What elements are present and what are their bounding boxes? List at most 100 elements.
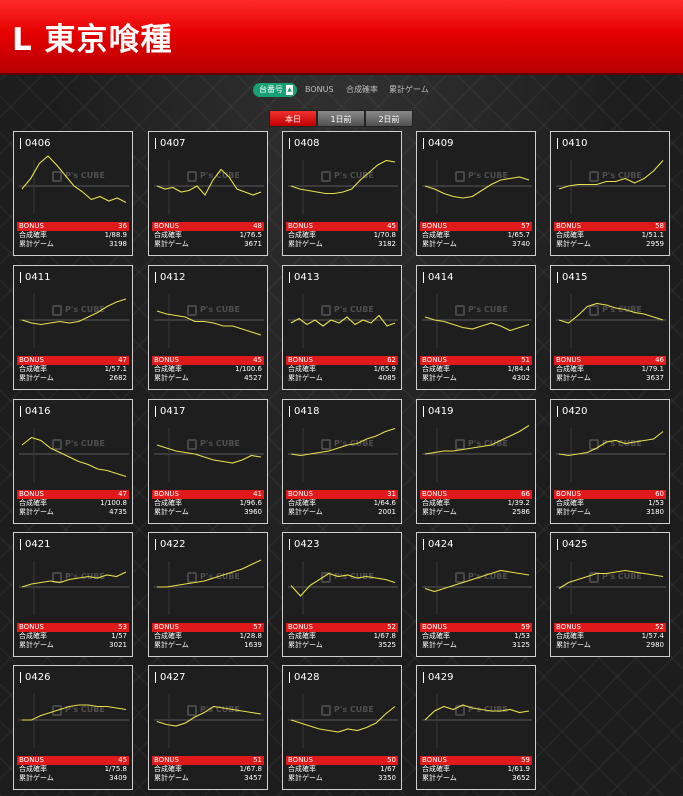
machine-card[interactable]: 0416 P's CUBE BONUS 47 合成確率 1/100.8 累計ゲーム 4735 bbox=[13, 399, 133, 524]
machine-number: 0428 bbox=[289, 672, 319, 683]
machine-card[interactable]: 0422 P's CUBE BONUS 57 合成確率 1/28.8 累計ゲーム 1639 bbox=[148, 532, 268, 657]
watermark-text: P's CUBE bbox=[65, 171, 105, 180]
day-tabs: 本日 1日前 2日前 bbox=[269, 110, 413, 127]
probability-value: 1/64.6 bbox=[373, 499, 396, 507]
sort-direction-icon: ▲ bbox=[286, 85, 293, 95]
games-row: 累計ゲーム 3182 bbox=[286, 240, 398, 249]
machine-card[interactable]: 0415 P's CUBE BONUS 46 合成確率 1/79.1 累計ゲーム 3637 bbox=[550, 265, 670, 390]
bonus-count: 47 bbox=[118, 490, 127, 498]
probability-row: 合成確率 1/75.8 bbox=[17, 765, 129, 774]
machine-card[interactable]: 0427 P's CUBE BONUS 51 合成確率 1/67.8 累計ゲーム 3457 bbox=[148, 665, 268, 790]
bonus-row: BONUS 41 bbox=[152, 490, 264, 499]
machine-number: 0407 bbox=[155, 138, 185, 149]
pscube-watermark: P's CUBE bbox=[589, 170, 642, 184]
probability-label: 合成確率 bbox=[154, 365, 182, 373]
machine-card[interactable]: 0423 P's CUBE BONUS 52 合成確率 1/67.8 累計ゲーム 3525 bbox=[282, 532, 402, 657]
pscube-watermark: P's CUBE bbox=[187, 704, 240, 718]
machine-card[interactable]: 0420 P's CUBE BONUS 60 合成確率 1/53 累計ゲーム 3180 bbox=[550, 399, 670, 524]
games-value: 3180 bbox=[646, 508, 664, 516]
pscube-watermark: P's CUBE bbox=[52, 438, 105, 452]
machine-number: 0422 bbox=[155, 539, 185, 550]
machine-card[interactable]: 0429 P's CUBE BONUS 59 合成確率 1/61.9 累計ゲーム 3652 bbox=[416, 665, 536, 790]
machine-card[interactable]: 0406 P's CUBE BONUS 36 合成確率 1/88.9 累計ゲーム 3198 bbox=[13, 131, 133, 256]
machine-number: 0427 bbox=[155, 672, 185, 683]
games-row: 累計ゲーム 3740 bbox=[420, 240, 532, 249]
probability-label: 合成確率 bbox=[556, 365, 584, 373]
machine-card[interactable]: 0428 P's CUBE BONUS 50 合成確率 1/67 累計ゲーム 3350 bbox=[282, 665, 402, 790]
slump-line bbox=[290, 427, 396, 457]
machine-card[interactable]: 0408 P's CUBE BONUS 45 合成確率 1/70.8 累計ゲーム 3182 bbox=[282, 131, 402, 256]
pscube-watermark: P's CUBE bbox=[589, 571, 642, 585]
bonus-count: 58 bbox=[655, 222, 664, 230]
machine-card[interactable]: 0410 P's CUBE BONUS 58 合成確率 1/51.1 累計ゲーム 2959 bbox=[550, 131, 670, 256]
probability-label: 合成確率 bbox=[19, 231, 47, 239]
probability-label: 合成確率 bbox=[422, 632, 450, 640]
sort-by-probability-button[interactable]: 合成確率 bbox=[346, 85, 378, 94]
bonus-label: BONUS bbox=[154, 756, 179, 764]
watermark-text: P's CUBE bbox=[334, 171, 374, 180]
tab-1-day-ago[interactable]: 1日前 bbox=[317, 110, 365, 127]
bonus-count: 52 bbox=[387, 623, 396, 631]
sort-by-games-button[interactable]: 累計ゲーム bbox=[389, 85, 429, 94]
probability-label: 合成確率 bbox=[19, 632, 47, 640]
cube-logo-icon bbox=[187, 439, 197, 450]
tab-2-days-ago[interactable]: 2日前 bbox=[365, 110, 413, 127]
cube-logo-icon bbox=[187, 705, 197, 716]
probability-value: 1/53 bbox=[648, 499, 664, 507]
games-row: 累計ゲーム 3125 bbox=[420, 641, 532, 650]
machine-card[interactable]: 0419 P's CUBE BONUS 66 合成確率 1/39.2 累計ゲーム 2586 bbox=[416, 399, 536, 524]
slump-line bbox=[156, 310, 262, 336]
machine-card[interactable]: 0411 P's CUBE BONUS 47 合成確率 1/57.1 累計ゲーム 2682 bbox=[13, 265, 133, 390]
bonus-label: BONUS bbox=[19, 356, 44, 364]
machine-card[interactable]: 0426 P's CUBE BONUS 45 合成確率 1/75.8 累計ゲーム 3409 bbox=[13, 665, 133, 790]
machine-number: 0417 bbox=[155, 406, 185, 417]
pscube-watermark: P's CUBE bbox=[187, 438, 240, 452]
machine-card[interactable]: 0418 P's CUBE BONUS 31 合成確率 1/64.6 累計ゲーム 2001 bbox=[282, 399, 402, 524]
bonus-row: BONUS 50 bbox=[286, 756, 398, 765]
bonus-label: BONUS bbox=[422, 356, 447, 364]
machine-card[interactable]: 0412 P's CUBE BONUS 45 合成確率 1/100.6 累計ゲーム 4527 bbox=[148, 265, 268, 390]
machine-number: 0419 bbox=[423, 406, 453, 417]
bonus-row: BONUS 60 bbox=[554, 490, 666, 499]
cube-logo-icon bbox=[52, 305, 62, 316]
tab-today[interactable]: 本日 bbox=[269, 110, 317, 127]
machine-card[interactable]: 0413 P's CUBE BONUS 62 合成確率 1/65.9 累計ゲーム 4085 bbox=[282, 265, 402, 390]
bonus-label: BONUS bbox=[556, 222, 581, 230]
slump-graph bbox=[154, 694, 264, 748]
bonus-count: 31 bbox=[387, 490, 396, 498]
machine-card[interactable]: 0424 P's CUBE BONUS 59 合成確率 1/53 累計ゲーム 3125 bbox=[416, 532, 536, 657]
bonus-label: BONUS bbox=[154, 222, 179, 230]
games-label: 累計ゲーム bbox=[422, 774, 457, 782]
slump-line bbox=[156, 168, 262, 196]
machine-card[interactable]: 0417 P's CUBE BONUS 41 合成確率 1/96.6 累計ゲーム 3960 bbox=[148, 399, 268, 524]
probability-row: 合成確率 1/67.8 bbox=[286, 632, 398, 641]
bonus-count: 48 bbox=[253, 222, 262, 230]
probability-row: 合成確率 1/79.1 bbox=[554, 365, 666, 374]
games-value: 2682 bbox=[109, 374, 127, 382]
machine-card[interactable]: 0425 P's CUBE BONUS 52 合成確率 1/57.4 累計ゲーム 2980 bbox=[550, 532, 670, 657]
bonus-row: BONUS 47 bbox=[17, 356, 129, 365]
cube-logo-icon bbox=[52, 439, 62, 450]
machine-card[interactable]: 0421 P's CUBE BONUS 53 合成確率 1/57 累計ゲーム 3021 bbox=[13, 532, 133, 657]
games-value: 3960 bbox=[244, 508, 262, 516]
bonus-count: 52 bbox=[655, 623, 664, 631]
machine-card[interactable]: 0407 P's CUBE BONUS 48 合成確率 1/76.5 累計ゲーム 3671 bbox=[148, 131, 268, 256]
probability-row: 合成確率 1/67 bbox=[286, 765, 398, 774]
games-value: 3182 bbox=[378, 240, 396, 248]
bonus-count: 50 bbox=[387, 756, 396, 764]
machine-card[interactable]: 0414 P's CUBE BONUS 51 合成確率 1/84.4 累計ゲーム 4302 bbox=[416, 265, 536, 390]
bonus-row: BONUS 45 bbox=[152, 356, 264, 365]
probability-row: 合成確率 1/67.8 bbox=[152, 765, 264, 774]
games-row: 累計ゲーム 2980 bbox=[554, 641, 666, 650]
slump-line bbox=[21, 436, 127, 478]
sort-by-machine-number-button[interactable]: 台番号 ▲ bbox=[253, 83, 297, 97]
slump-line bbox=[558, 431, 664, 457]
machine-card[interactable]: 0409 P's CUBE BONUS 57 合成確率 1/65.7 累計ゲーム 3740 bbox=[416, 131, 536, 256]
games-value: 4085 bbox=[378, 374, 396, 382]
bonus-row: BONUS 48 bbox=[152, 222, 264, 231]
sort-active-label: 台番号 bbox=[259, 85, 283, 94]
machine-number: 0416 bbox=[20, 406, 50, 417]
bonus-count: 60 bbox=[655, 490, 664, 498]
machine-number: 0420 bbox=[557, 406, 587, 417]
sort-by-bonus-button[interactable]: BONUS bbox=[305, 85, 334, 94]
